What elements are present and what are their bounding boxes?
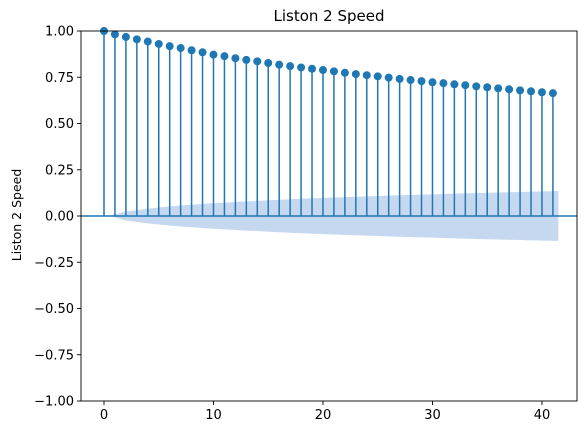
acf-point [483, 83, 492, 92]
acf-point [548, 89, 557, 98]
acf-point [132, 35, 141, 44]
y-tick-label: −0.25 [34, 256, 74, 271]
acf-point [318, 66, 327, 75]
acf-point [297, 63, 306, 72]
acf-point [165, 42, 174, 51]
acf-point [351, 70, 360, 79]
acf-point [308, 64, 317, 73]
acf-point [537, 88, 546, 97]
acf-point [143, 37, 152, 46]
acf-point [231, 54, 240, 63]
y-tick-label: −0.50 [34, 302, 74, 317]
acf-point [373, 72, 382, 81]
chart-title: Liston 2 Speed [273, 7, 384, 25]
y-tick-label: −0.75 [34, 348, 74, 363]
plot-area [81, 27, 577, 241]
acf-point [527, 87, 536, 96]
acf-point [406, 76, 415, 85]
acf-point [417, 77, 426, 86]
acf-point [253, 57, 262, 66]
acf-point [154, 39, 163, 48]
acf-point [187, 46, 196, 55]
acf-point [264, 59, 273, 68]
acf-point [516, 86, 525, 95]
acf-point [220, 52, 229, 61]
acf-point [121, 32, 130, 41]
acf-point [494, 84, 503, 93]
x-tick-label: 40 [534, 408, 551, 423]
acf-point [110, 30, 119, 39]
x-tick-label: 10 [205, 408, 222, 423]
acf-point [242, 55, 251, 64]
y-tick-label: 0.00 [45, 210, 74, 225]
y-tick-label: 0.50 [45, 117, 74, 132]
acf-point [505, 85, 514, 94]
plot-frame [80, 30, 578, 402]
y-axis-label: Liston 2 Speed [9, 169, 24, 262]
acf-point [472, 82, 481, 91]
x-tick-label: 0 [100, 408, 108, 423]
acf-point [275, 60, 284, 69]
acf-point [286, 62, 295, 71]
axes: 0 10 20 30 40 1.00 0.75 0.50 0.25 0.00 −0.25 −0.50 −… [34, 25, 550, 424]
x-tick-label: 20 [315, 408, 332, 423]
acf-point [428, 78, 437, 87]
y-tick-label: 0.75 [45, 71, 74, 86]
acf-point [461, 81, 470, 90]
acf-point [209, 50, 218, 59]
y-tick-label: 0.25 [45, 163, 74, 178]
y-tick-label: −1.00 [34, 395, 74, 410]
acf-point [395, 74, 404, 83]
x-tick-label: 30 [424, 408, 441, 423]
acf-point [176, 44, 185, 53]
acf-point [329, 67, 338, 76]
acf-point [439, 79, 448, 88]
acf-point [450, 80, 459, 89]
acf-point [340, 68, 349, 77]
acf-point [198, 48, 207, 57]
y-tick-label: 1.00 [45, 25, 74, 40]
acf-point [362, 71, 371, 80]
acf-point [384, 73, 393, 82]
